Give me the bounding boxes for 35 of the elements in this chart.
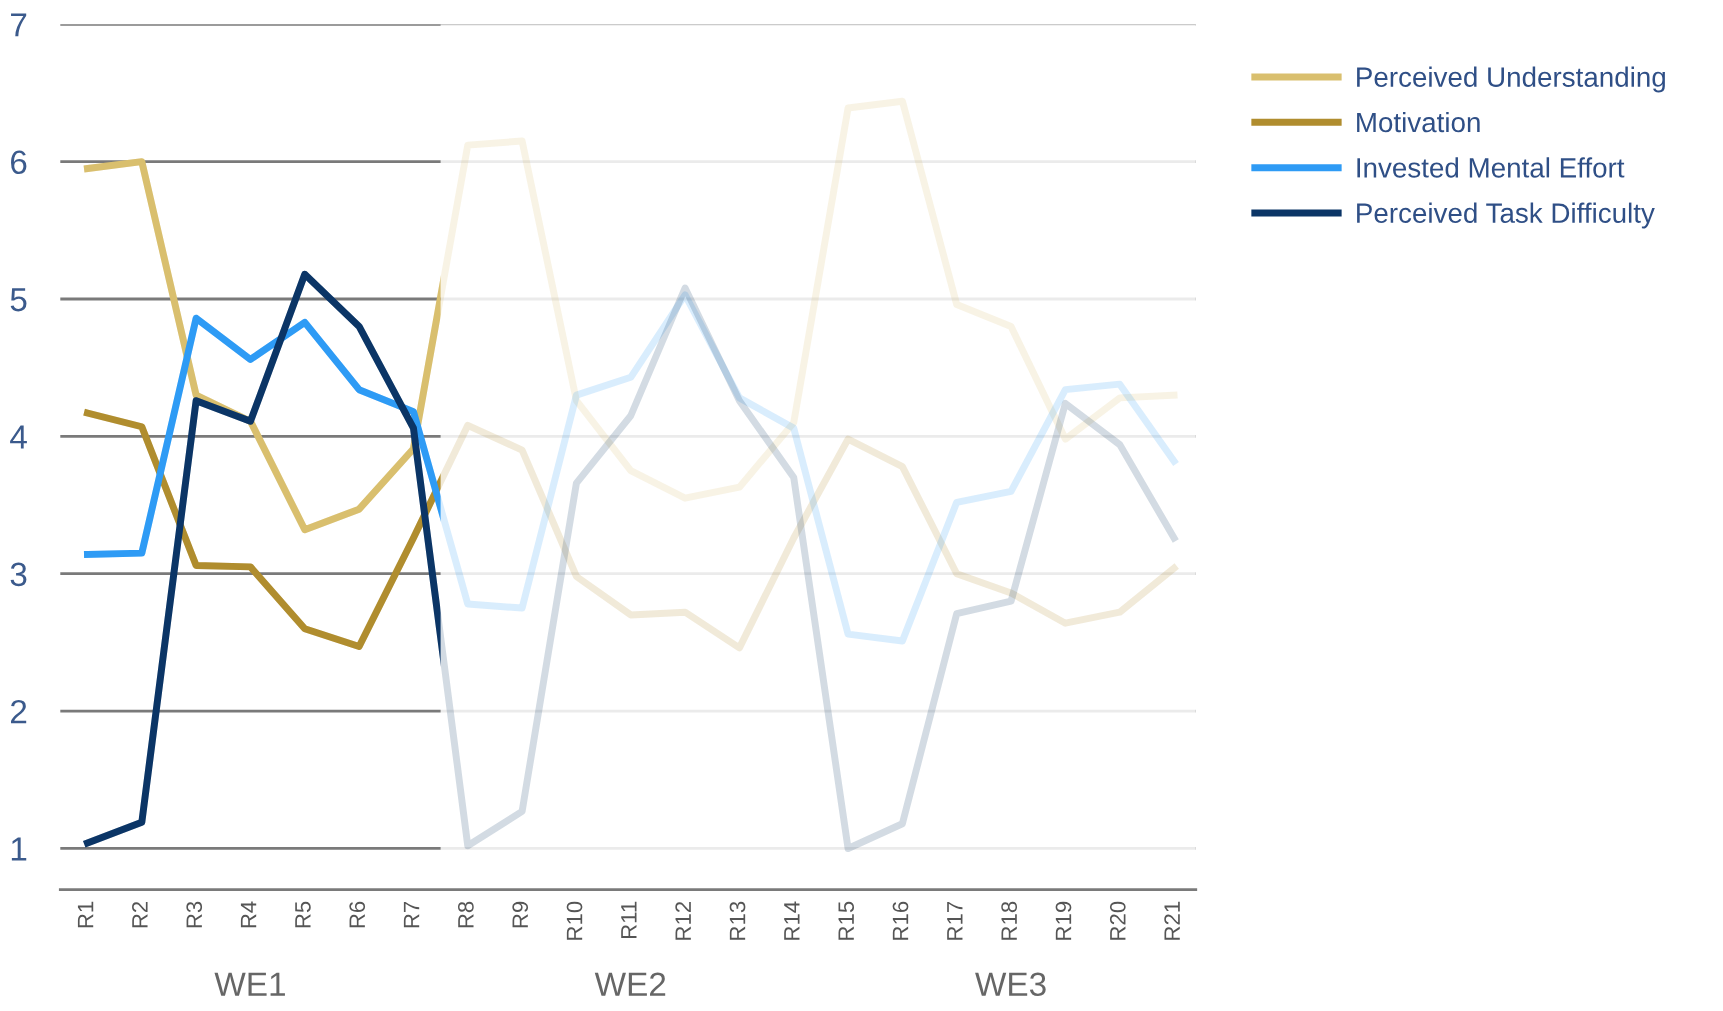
x-tick-label: R18: [1001, 901, 1018, 940]
legend-label: Motivation: [1357, 111, 1480, 133]
x-tick-label: R6: [349, 901, 366, 928]
text: WE2: [594, 972, 666, 996]
x-tick-label: R11: [621, 901, 637, 939]
x-tick-label: R2: [132, 901, 148, 928]
y-tick-label: 3: [10, 562, 27, 587]
x-tick-label: R19: [1055, 901, 1072, 940]
y-tick-label: 4: [10, 425, 27, 449]
y-tick-label: 6: [11, 150, 27, 175]
x-tick-label: R13: [729, 901, 746, 940]
x-tick-label: R15: [838, 901, 855, 940]
y-tick-label: 1: [11, 837, 27, 861]
text: WE3: [975, 972, 1046, 997]
legend-label: Perceived Understanding: [1357, 66, 1665, 93]
x-tick-label: R9: [512, 901, 529, 928]
x-tick-label: R16: [892, 901, 909, 940]
x-tick-label: R3: [186, 901, 203, 928]
x-tick-label: R21: [1164, 901, 1180, 940]
x-tick-label: R7: [403, 901, 420, 928]
x-tick-label: R4: [240, 901, 257, 928]
y-tick-label: 2: [11, 699, 27, 724]
y-tick-label: 5: [10, 288, 27, 312]
x-tick-label: R17: [947, 901, 963, 940]
y-tick-label: 7: [11, 13, 27, 37]
x-tick-label: R5: [295, 901, 311, 928]
x-tick-label: R8: [457, 901, 474, 928]
x-tick-label: R14: [784, 901, 800, 940]
legend-label: Perceived Task Difficulty: [1357, 202, 1655, 229]
x-tick-label: R1: [77, 901, 94, 928]
text: WE1: [214, 972, 285, 996]
x-tick-label: R12: [675, 901, 691, 940]
x-tick-label: R10: [566, 901, 583, 940]
legend-label: Invested Mental Effort: [1357, 157, 1625, 178]
x-tick-label: R20: [1109, 901, 1126, 940]
